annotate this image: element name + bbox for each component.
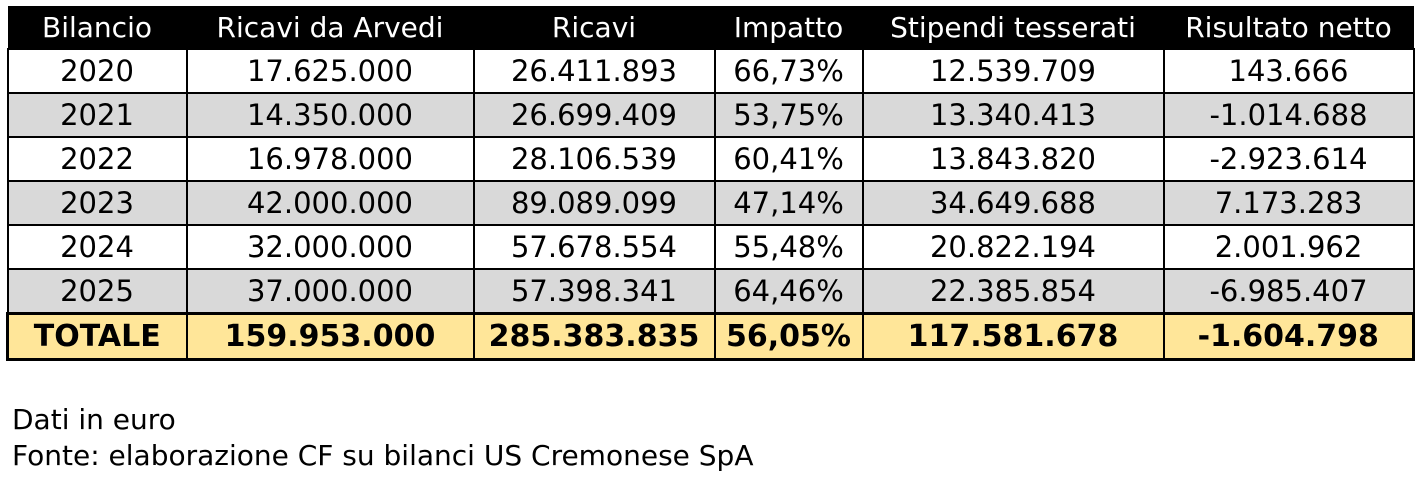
- unit-note: Dati in euro: [12, 403, 176, 436]
- column-header-bilancio: Bilancio: [7, 6, 187, 49]
- cell-ricavi-da-arvedi: 17.625.000: [185, 48, 475, 94]
- cell-ricavi-da-arvedi: 16.978.000: [185, 136, 475, 182]
- footnotes: Dati in euro Fonte: elaborazione CF su b…: [12, 402, 753, 474]
- cell-risultato-netto: 7.173.283: [1162, 180, 1415, 226]
- cell-risultato-netto: -2.923.614: [1162, 136, 1415, 182]
- total-ricavi: 285.383.835: [472, 311, 716, 361]
- financial-table: Bilancio Ricavi da Arvedi Ricavi Impatto…: [6, 6, 1415, 361]
- column-header-risultato-netto: Risultato netto: [1163, 6, 1414, 49]
- cell-impatto: 66,73%: [713, 48, 864, 94]
- total-risultato-netto: -1.604.798: [1162, 311, 1415, 361]
- cell-risultato-netto: 2.001.962: [1162, 224, 1415, 270]
- table-row: 2025 37.000.000 57.398.341 64,46% 22.385…: [6, 268, 1415, 314]
- table-row: 2024 32.000.000 57.678.554 55,48% 20.822…: [6, 224, 1415, 270]
- table-header-row: Bilancio Ricavi da Arvedi Ricavi Impatto…: [7, 6, 1414, 49]
- cell-risultato-netto: 143.666: [1162, 48, 1415, 94]
- cell-impatto: 53,75%: [713, 92, 864, 138]
- cell-ricavi-da-arvedi: 32.000.000: [185, 224, 475, 270]
- column-header-stipendi-tesserati: Stipendi tesserati: [862, 6, 1164, 49]
- table-row: 2022 16.978.000 28.106.539 60,41% 13.843…: [6, 136, 1415, 182]
- cell-impatto: 64,46%: [713, 268, 864, 314]
- cell-bilancio: 2024: [6, 224, 188, 270]
- cell-risultato-netto: -1.014.688: [1162, 92, 1415, 138]
- total-label: TOTALE: [6, 311, 188, 361]
- cell-stipendi-tesserati: 22.385.854: [861, 268, 1165, 314]
- cell-stipendi-tesserati: 20.822.194: [861, 224, 1165, 270]
- cell-bilancio: 2022: [6, 136, 188, 182]
- total-ricavi-da-arvedi: 159.953.000: [185, 311, 475, 361]
- source-note: Fonte: elaborazione CF su bilanci US Cre…: [12, 439, 754, 472]
- cell-ricavi: 26.411.893: [472, 48, 716, 94]
- cell-risultato-netto: -6.985.407: [1162, 268, 1415, 314]
- cell-ricavi: 28.106.539: [472, 136, 716, 182]
- column-header-ricavi: Ricavi: [473, 6, 715, 49]
- cell-impatto: 47,14%: [713, 180, 864, 226]
- column-header-impatto: Impatto: [714, 6, 863, 49]
- table-row: 2023 42.000.000 89.089.099 47,14% 34.649…: [6, 180, 1415, 226]
- cell-ricavi: 57.678.554: [472, 224, 716, 270]
- total-impatto: 56,05%: [713, 311, 864, 361]
- cell-ricavi-da-arvedi: 42.000.000: [185, 180, 475, 226]
- column-header-ricavi-da-arvedi: Ricavi da Arvedi: [186, 6, 474, 49]
- cell-bilancio: 2025: [6, 268, 188, 314]
- cell-impatto: 60,41%: [713, 136, 864, 182]
- cell-ricavi-da-arvedi: 37.000.000: [185, 268, 475, 314]
- cell-stipendi-tesserati: 34.649.688: [861, 180, 1165, 226]
- cell-stipendi-tesserati: 12.539.709: [861, 48, 1165, 94]
- cell-stipendi-tesserati: 13.340.413: [861, 92, 1165, 138]
- cell-stipendi-tesserati: 13.843.820: [861, 136, 1165, 182]
- financial-table-container: Bilancio Ricavi da Arvedi Ricavi Impatto…: [6, 6, 1415, 361]
- cell-ricavi: 57.398.341: [472, 268, 716, 314]
- cell-bilancio: 2021: [6, 92, 188, 138]
- cell-ricavi-da-arvedi: 14.350.000: [185, 92, 475, 138]
- cell-bilancio: 2020: [6, 48, 188, 94]
- cell-impatto: 55,48%: [713, 224, 864, 270]
- cell-ricavi: 26.699.409: [472, 92, 716, 138]
- cell-bilancio: 2023: [6, 180, 188, 226]
- table-row: 2020 17.625.000 26.411.893 66,73% 12.539…: [6, 48, 1415, 94]
- table-row: 2021 14.350.000 26.699.409 53,75% 13.340…: [6, 92, 1415, 138]
- total-stipendi-tesserati: 117.581.678: [861, 311, 1165, 361]
- total-row: TOTALE 159.953.000 285.383.835 56,05% 11…: [6, 311, 1415, 361]
- cell-ricavi: 89.089.099: [472, 180, 716, 226]
